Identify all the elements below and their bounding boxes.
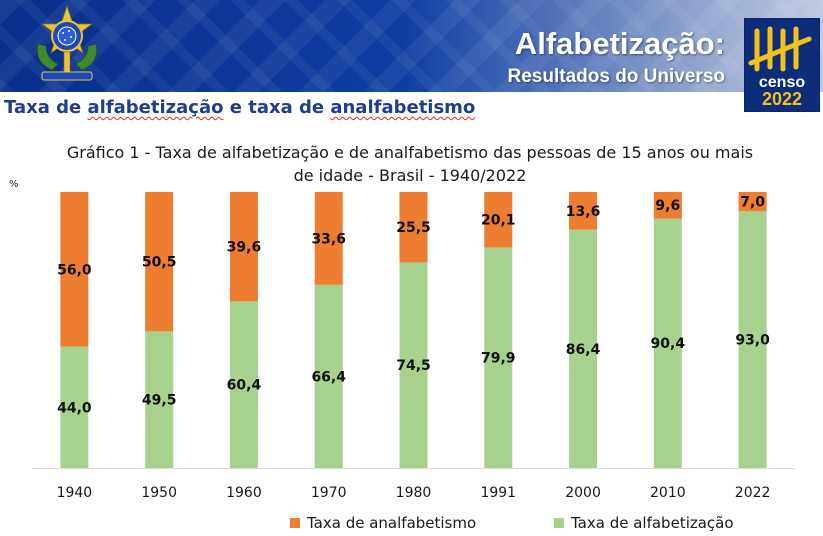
x-tick-label-1970: 1970 bbox=[311, 485, 347, 501]
censo-logo-icon: censo 2022 bbox=[748, 26, 812, 109]
bar-alfabetizacao-1970 bbox=[314, 284, 343, 468]
legend-item-analfabetismo: Taxa de analfabetismo bbox=[290, 514, 476, 532]
bar-analfabetismo-1980 bbox=[399, 192, 428, 263]
data-label-alfabetizacao-1991: 79,9 bbox=[481, 351, 516, 367]
data-label-analfabetismo-1970: 33,6 bbox=[311, 231, 346, 247]
bar-analfabetismo-1970 bbox=[314, 192, 343, 285]
bar-alfabetizacao-1950 bbox=[145, 331, 174, 468]
data-label-alfabetizacao-2022: 93,0 bbox=[735, 333, 770, 349]
legend-label-alfabetizacao: Taxa de alfabetização bbox=[571, 514, 734, 532]
section-title: Taxa de alfabetização e taxa de analfabe… bbox=[4, 97, 475, 118]
data-label-alfabetizacao-1960: 60,4 bbox=[227, 378, 262, 394]
censo-logo-year: 2022 bbox=[762, 89, 802, 109]
censo-logo-word: censo bbox=[759, 74, 805, 91]
data-label-analfabetismo-2000: 13,6 bbox=[566, 204, 601, 220]
bar-analfabetismo-1960 bbox=[229, 192, 258, 302]
y-axis-unit-label: % bbox=[9, 179, 19, 190]
x-tick-label-2010: 2010 bbox=[650, 485, 686, 501]
data-label-alfabetizacao-2010: 90,4 bbox=[651, 336, 686, 352]
chart-title-line-1: Gráfico 1 - Taxa de alfabetização e de a… bbox=[66, 143, 754, 162]
legend-swatch-analfabetismo bbox=[290, 518, 300, 528]
data-label-alfabetizacao-1980: 74,5 bbox=[396, 358, 431, 374]
page-title: Alfabetização: bbox=[514, 26, 725, 61]
data-label-analfabetismo-1991: 20,1 bbox=[481, 213, 516, 229]
bar-alfabetizacao-2000 bbox=[569, 229, 598, 468]
bar-analfabetismo-1950 bbox=[145, 192, 174, 332]
coat-of-arms-icon bbox=[36, 4, 98, 81]
legend-swatch-alfabetizacao bbox=[554, 518, 564, 528]
bar-alfabetizacao-2022 bbox=[738, 211, 767, 468]
data-label-alfabetizacao-1950: 49,5 bbox=[142, 393, 177, 409]
section-title-part: e taxa de bbox=[223, 97, 331, 118]
legend-item-alfabetizacao: Taxa de alfabetização bbox=[554, 514, 734, 532]
bar-alfabetizacao-1980 bbox=[399, 262, 428, 468]
page-subtitle: Resultados do Universo bbox=[507, 66, 726, 87]
data-label-analfabetismo-1980: 25,5 bbox=[396, 220, 431, 236]
x-tick-label-1960: 1960 bbox=[226, 485, 262, 501]
x-tick-label-1991: 1991 bbox=[480, 485, 516, 501]
section-title-part: Taxa de bbox=[4, 97, 88, 118]
data-label-analfabetismo-2022: 7,0 bbox=[740, 195, 765, 211]
data-label-analfabetismo-1960: 39,6 bbox=[227, 240, 262, 256]
section-title-part: alfabetização bbox=[87, 97, 224, 118]
bar-analfabetismo-1940 bbox=[60, 192, 89, 347]
bar-alfabetizacao-1940 bbox=[60, 346, 89, 468]
x-tick-label-1980: 1980 bbox=[396, 485, 432, 501]
bar-analfabetismo-2000 bbox=[569, 192, 598, 230]
x-tick-label-1940: 1940 bbox=[57, 485, 93, 501]
bar-analfabetismo-2022 bbox=[738, 192, 767, 212]
data-label-analfabetismo-1940: 56,0 bbox=[57, 262, 92, 278]
chart-title-line-2: de idade - Brasil - 1940/2022 bbox=[293, 166, 527, 185]
data-label-alfabetizacao-1970: 66,4 bbox=[311, 369, 346, 385]
data-label-alfabetizacao-1940: 44,0 bbox=[57, 400, 92, 416]
censo-2022-logo: censo 2022 bbox=[744, 18, 820, 112]
data-label-analfabetismo-2010: 9,6 bbox=[655, 198, 680, 214]
section-title-part: analfabetismo bbox=[330, 97, 476, 118]
bar-alfabetizacao-2010 bbox=[653, 218, 682, 468]
bar-analfabetismo-2010 bbox=[653, 192, 682, 219]
data-label-analfabetismo-1950: 50,5 bbox=[142, 255, 177, 271]
data-label-alfabetizacao-2000: 86,4 bbox=[566, 342, 601, 358]
bar-alfabetizacao-1991 bbox=[484, 247, 513, 468]
x-tick-label-1950: 1950 bbox=[141, 485, 177, 501]
bar-alfabetizacao-1960 bbox=[229, 301, 258, 468]
chart-title: Gráfico 1 - Taxa de alfabetização e de a… bbox=[40, 141, 780, 187]
x-tick-label-2022: 2022 bbox=[735, 485, 771, 501]
x-tick-label-2000: 2000 bbox=[565, 485, 601, 501]
bar-analfabetismo-1991 bbox=[484, 192, 513, 248]
legend-label-analfabetismo: Taxa de analfabetismo bbox=[307, 514, 477, 532]
